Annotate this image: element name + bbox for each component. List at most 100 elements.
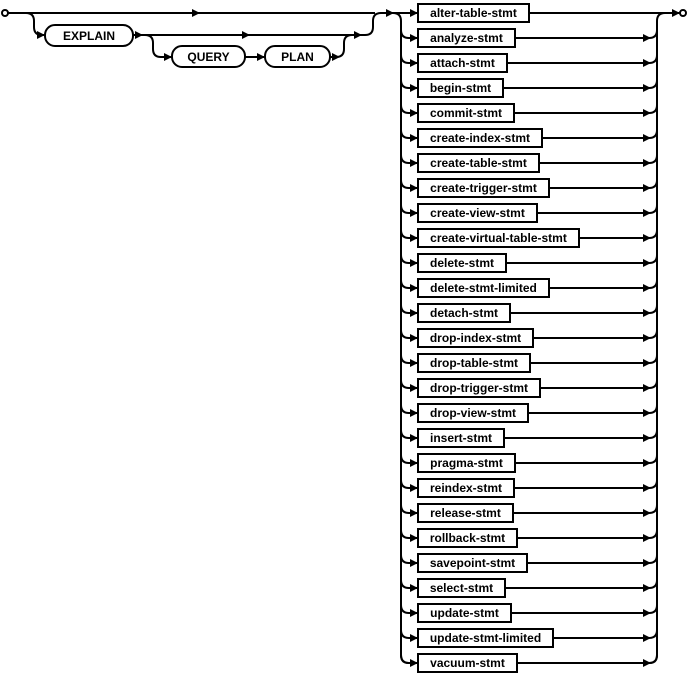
arrow-icon [332,53,340,61]
exit-line [517,529,658,539]
exit-line [514,479,658,489]
explain-branch-line [25,12,45,36]
entry-line [400,204,418,214]
arrow-icon [643,534,651,542]
branch-rail [400,21,410,664]
exit-line [513,504,658,514]
arrow-icon [410,9,418,17]
statement-label: alter-table-stmt [430,6,517,20]
entry-line [400,154,418,164]
arrow-icon [410,509,418,517]
entry-line [400,329,418,339]
query-branch-line [144,34,172,58]
statement-label: attach-stmt [430,56,495,70]
statement-label: pragma-stmt [430,456,503,470]
entry-line [400,504,418,514]
entry-line [400,479,418,489]
arrow-icon [643,309,651,317]
statement-label: create-virtual-table-stmt [430,231,567,245]
entry-line [400,654,418,664]
arrow-icon [643,509,651,517]
arrow-icon [643,434,651,442]
arrow-icon [643,559,651,567]
statement-label: drop-table-stmt [430,356,518,370]
statement-label: insert-stmt [430,431,492,445]
arrow-icon [242,31,250,39]
statement-label: create-index-stmt [430,131,530,145]
explain-merge-line [364,12,396,36]
arrow-icon [192,9,200,17]
statement-label: create-view-stmt [430,206,525,220]
entry-line [400,104,418,114]
arrow-icon [643,209,651,217]
exit-line [549,179,658,189]
arrow-icon [643,384,651,392]
arrow-icon [386,9,394,17]
arrow-icon [643,459,651,467]
arrow-icon [410,334,418,342]
arrow-icon [410,309,418,317]
entry-line [400,429,418,439]
plan-keyword: PLAN [264,45,331,68]
entry-line [400,304,418,314]
statement-label: begin-stmt [430,81,491,95]
statement-label: select-stmt [430,581,493,595]
arrow-icon [643,609,651,617]
arrow-icon [410,459,418,467]
statement-label: update-stmt-limited [430,631,541,645]
arrow-icon [643,84,651,92]
arrow-icon [410,634,418,642]
arrow-icon [410,609,418,617]
arrow-icon [354,31,362,39]
entry-line [400,29,418,39]
arrow-icon [643,484,651,492]
arrow-icon [410,534,418,542]
entry-line [400,79,418,89]
arrow-icon [410,109,418,117]
arrow-icon [410,409,418,417]
statement-label: detach-stmt [430,306,498,320]
entry-line [400,579,418,589]
exit-line [515,454,658,464]
arrow-icon [643,359,651,367]
statement-label: analyze-stmt [430,31,503,45]
entry-line [400,404,418,414]
exit-line [514,104,658,114]
arrow-icon [410,234,418,242]
exit-line [503,79,658,89]
arrow-icon [410,209,418,217]
statement-label: commit-stmt [430,106,502,120]
arrow-icon [410,34,418,42]
statement-label: drop-index-stmt [430,331,521,345]
entry-line [400,529,418,539]
arrow-icon [410,484,418,492]
arrow-icon [643,259,651,267]
exit-line [549,279,658,289]
arrow-icon [410,384,418,392]
arrow-icon [410,434,418,442]
arrow-icon [672,9,680,17]
exit-line [506,254,658,264]
arrow-icon [643,59,651,67]
exit-line [511,604,658,614]
arrow-icon [257,53,265,61]
explain-keyword: EXPLAIN [44,24,134,47]
plan-label: PLAN [281,50,314,64]
arrow-icon [643,284,651,292]
entry-line [400,279,418,289]
arrow-icon [410,284,418,292]
arrow-icon [410,184,418,192]
arrow-icon [410,84,418,92]
arrow-icon [643,134,651,142]
statement-label: delete-stmt [430,256,494,270]
exit-line [533,329,658,339]
end-terminal [679,9,687,17]
arrow-icon [643,584,651,592]
entry-line [400,229,418,239]
statement-label: vacuum-stmt [430,656,505,670]
exit-line [515,29,658,39]
statement-label: delete-stmt-limited [430,281,537,295]
query-keyword: QUERY [171,45,246,68]
exit-line [510,304,658,314]
